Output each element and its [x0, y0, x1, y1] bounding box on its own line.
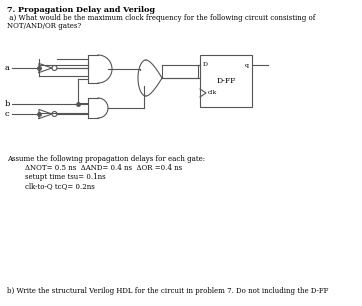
Text: Assume the following propagation delays for each gate:: Assume the following propagation delays … [7, 155, 205, 163]
Text: D-FF: D-FF [216, 77, 236, 85]
Text: 7. Propagation Delay and Verilog: 7. Propagation Delay and Verilog [7, 6, 155, 14]
Text: a) What would be the maximum clock frequency for the following circuit consistin: a) What would be the maximum clock frequ… [7, 14, 315, 22]
Text: clk-to-Q tcQ= 0.2ns: clk-to-Q tcQ= 0.2ns [25, 182, 95, 190]
Text: setupt time tsu= 0.1ns: setupt time tsu= 0.1ns [25, 173, 106, 181]
Text: clk: clk [208, 91, 217, 95]
Bar [200, 55, 252, 107]
Text: c: c [5, 110, 10, 118]
Text: q: q [245, 62, 249, 68]
Text: D: D [203, 62, 208, 68]
Text: b) Write the structural Verilog HDL for the circuit in problem 7. Do not includi: b) Write the structural Verilog HDL for … [7, 287, 328, 295]
Text: ΔNOT= 0.5 ns  ΔAND= 0.4 ns  ΔOR =0.4 ns: ΔNOT= 0.5 ns ΔAND= 0.4 ns ΔOR =0.4 ns [25, 164, 182, 172]
Text: NOT/AND/OR gates?: NOT/AND/OR gates? [7, 22, 81, 30]
Text: b: b [5, 100, 10, 108]
Text: a: a [5, 64, 10, 72]
